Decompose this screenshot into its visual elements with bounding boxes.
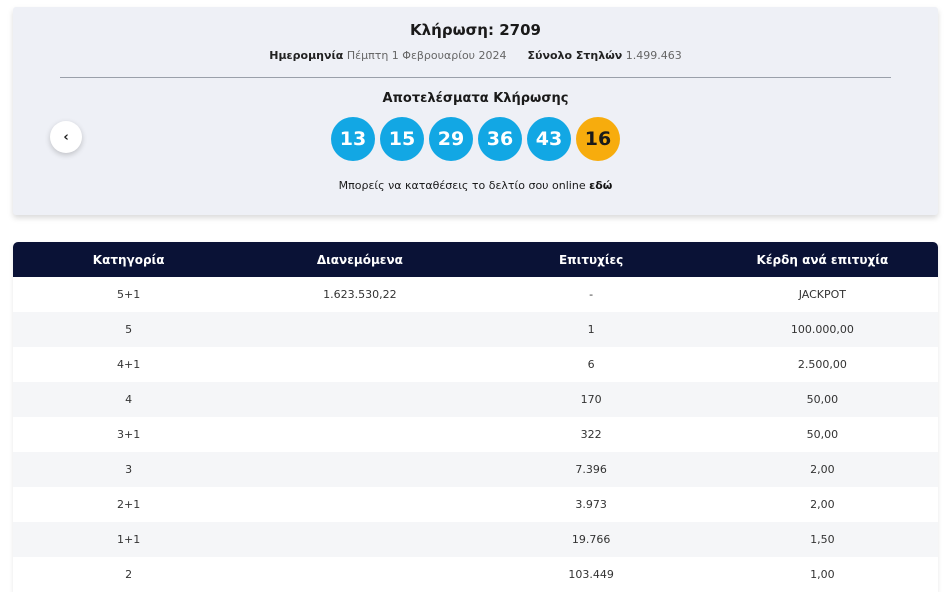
cell-winners: 3.973 (475, 487, 707, 522)
cell-category: 3+1 (13, 417, 245, 452)
previous-draw-button[interactable]: ‹ (50, 121, 82, 153)
chevron-left-icon: ‹ (63, 129, 69, 145)
cell-prize: 50,00 (706, 382, 938, 417)
table-row: 1+1 19.766 1,50 (13, 522, 938, 557)
cell-prize: 2,00 (706, 487, 938, 522)
online-link[interactable]: εδώ (589, 179, 613, 192)
online-text-label: Μπορείς να καταθέσεις το δελτίο σου onli… (338, 179, 590, 192)
cell-winners: 103.449 (475, 557, 707, 592)
header-category: Κατηγορία (13, 242, 245, 277)
table-header-row: Κατηγορία Διανεμόμενα Επιτυχίες Κέρδη αν… (13, 242, 938, 277)
cell-distributed: 1.623.530,22 (244, 277, 476, 312)
cell-category: 2+1 (13, 487, 245, 522)
draw-results-card: Κλήρωση: 2709 Ημερομηνία Πέμπτη 1 Φεβρου… (13, 7, 938, 215)
winning-numbers: 13 15 29 36 43 16 (13, 117, 938, 161)
cell-distributed (244, 382, 476, 417)
cell-prize: 2.500,00 (706, 347, 938, 382)
number-ball: 15 (380, 117, 424, 161)
prize-table: Κατηγορία Διανεμόμενα Επιτυχίες Κέρδη αν… (13, 242, 938, 592)
cell-winners: - (475, 277, 707, 312)
number-ball: 13 (331, 117, 375, 161)
divider (60, 77, 891, 78)
cell-winners: 1 (475, 312, 707, 347)
number-ball: 43 (527, 117, 571, 161)
table-row: 2 103.449 1,00 (13, 557, 938, 592)
number-ball: 36 (478, 117, 522, 161)
cell-category: 5+1 (13, 277, 245, 312)
date-value: Πέμπτη 1 Φεβρουαρίου 2024 (346, 49, 507, 62)
number-ball: 29 (429, 117, 473, 161)
cell-category: 4+1 (13, 347, 245, 382)
draw-title: Κλήρωση: 2709 (410, 21, 541, 39)
cell-distributed (244, 417, 476, 452)
cell-distributed (244, 522, 476, 557)
columns-label: Σύνολο Στηλών (527, 49, 623, 62)
date-label: Ημερομηνία (269, 49, 344, 62)
header-prize: Κέρδη ανά επιτυχία (706, 242, 938, 277)
header-distributed: Διανεμόμενα (244, 242, 476, 277)
cell-distributed (244, 312, 476, 347)
columns-value: 1.499.463 (625, 49, 682, 62)
cell-prize: 1,00 (706, 557, 938, 592)
cell-prize: 1,50 (706, 522, 938, 557)
cell-prize: 100.000,00 (706, 312, 938, 347)
cell-distributed (244, 557, 476, 592)
cell-distributed (244, 452, 476, 487)
draw-meta: Ημερομηνία Πέμπτη 1 Φεβρουαρίου 2024 Σύν… (13, 49, 938, 62)
cell-winners: 6 (475, 347, 707, 382)
header-winners: Επιτυχίες (475, 242, 707, 277)
cell-distributed (244, 347, 476, 382)
table-row: 4+1 6 2.500,00 (13, 347, 938, 382)
cell-winners: 7.396 (475, 452, 707, 487)
table-row: 4 170 50,00 (13, 382, 938, 417)
table-row: 5 1 100.000,00 (13, 312, 938, 347)
cell-winners: 322 (475, 417, 707, 452)
cell-prize: 2,00 (706, 452, 938, 487)
cell-prize: JACKPOT (706, 277, 938, 312)
cell-category: 4 (13, 382, 245, 417)
cell-winners: 170 (475, 382, 707, 417)
cell-category: 3 (13, 452, 245, 487)
online-text: Μπορείς να καταθέσεις το δελτίο σου onli… (13, 179, 938, 192)
table-row: 5+1 1.623.530,22- JACKPOT (13, 277, 938, 312)
cell-prize: 50,00 (706, 417, 938, 452)
table-row: 3+1 322 50,00 (13, 417, 938, 452)
table-row: 2+1 3.973 2,00 (13, 487, 938, 522)
cell-category: 5 (13, 312, 245, 347)
cell-category: 1+1 (13, 522, 245, 557)
results-heading: Αποτελέσματα Κλήρωσης (382, 91, 569, 106)
cell-category: 2 (13, 557, 245, 592)
table-row: 3 7.396 2,00 (13, 452, 938, 487)
cell-distributed (244, 487, 476, 522)
cell-winners: 19.766 (475, 522, 707, 557)
bonus-ball: 16 (576, 117, 620, 161)
